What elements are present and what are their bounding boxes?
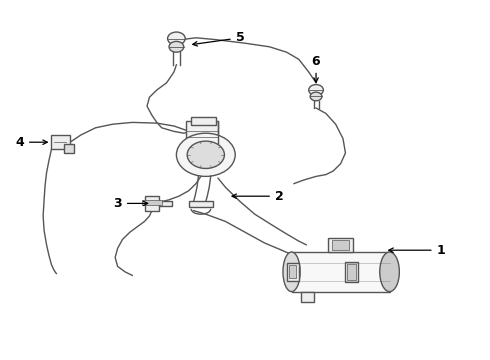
- Ellipse shape: [380, 252, 399, 292]
- Bar: [301, 292, 314, 302]
- Text: 2: 2: [232, 190, 284, 203]
- Bar: [186, 121, 218, 144]
- Bar: [345, 262, 358, 282]
- Bar: [145, 196, 159, 211]
- Bar: [292, 252, 390, 292]
- Circle shape: [310, 92, 322, 101]
- Bar: [159, 201, 171, 206]
- Bar: [347, 264, 356, 280]
- Circle shape: [187, 141, 224, 168]
- Bar: [332, 240, 349, 250]
- Text: 1: 1: [389, 244, 445, 257]
- Bar: [142, 200, 162, 205]
- Circle shape: [176, 133, 235, 176]
- Bar: [328, 238, 353, 252]
- Bar: [189, 201, 213, 207]
- Circle shape: [168, 32, 185, 45]
- Circle shape: [169, 41, 184, 52]
- Bar: [64, 144, 74, 153]
- Text: 3: 3: [113, 197, 147, 210]
- Text: 5: 5: [193, 31, 245, 46]
- Bar: [287, 263, 299, 281]
- Circle shape: [309, 85, 323, 95]
- Bar: [289, 265, 296, 278]
- Bar: [51, 135, 70, 149]
- Text: 4: 4: [15, 136, 47, 149]
- Text: 6: 6: [312, 55, 320, 82]
- Bar: [191, 117, 216, 125]
- Ellipse shape: [283, 252, 300, 292]
